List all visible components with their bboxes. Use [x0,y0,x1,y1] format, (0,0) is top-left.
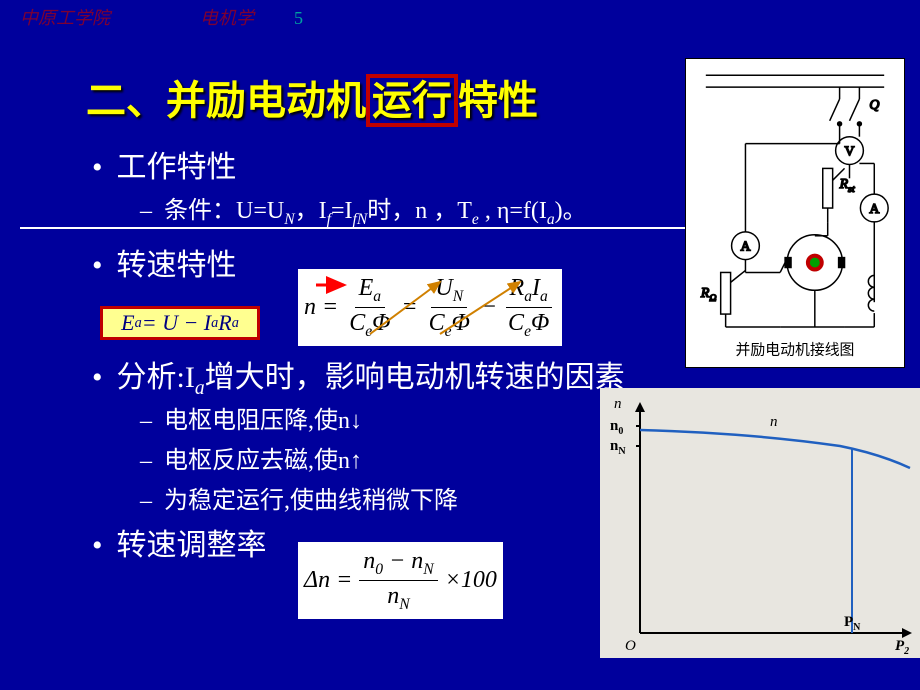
bullet-speed-reg-text: 转速调整率 [117,529,267,562]
bullet-speed-char: •转速特性 [92,240,237,284]
label-a2: A [741,240,751,255]
diagram-caption: 并励电动机接线图 [736,342,855,359]
svg-text:n: n [614,396,622,412]
formula-n: n = Ea CeΦ = UN CeΦ − RaIa CeΦ [298,269,562,346]
title-prefix: 二、并励电动机 [86,78,366,123]
bullet-speed-char-text: 转速特性 [117,249,237,282]
svg-text:PN: PN [844,614,861,633]
label-a1: A [869,202,879,217]
course-label: 电机学 [200,4,254,30]
page-number: 5 [294,8,303,29]
svg-text:n0: n0 [610,418,623,437]
bullet-analysis-sub2: –电枢反应去磁,使n↑ [140,440,362,475]
svg-text:P2: P2 [895,638,909,657]
bullet-analysis-sub1: –电枢电阻压降,使n↓ [140,400,362,435]
svg-text:Rst: Rst [839,177,855,195]
label-q: Q [869,98,879,113]
slide-title: 二、并励电动机运行特性 [86,68,538,126]
title-suffix: 特性 [458,78,538,123]
slide-header: 中原工学院 电机学 5 [0,4,920,30]
bullet-work-condition: –条件：U=UN，If=IfN时，n ，Te , η=f(Ia)。 [140,190,587,229]
institution-label: 中原工学院 [20,4,110,30]
svg-text:nN: nN [610,438,626,457]
bullet-analysis-sub3: –为稳定运行,使曲线稍微下降 [140,480,458,515]
svg-text:n: n [770,414,778,430]
formula-dn: Δn = n0 − nN nN ×100 [298,542,503,619]
bullet-work-char: •工作特性 [92,142,237,186]
bullet-analysis: •分析:Ia增大时，影响电动机转速的因素 [92,352,625,400]
circuit-diagram: Q V Rst A A RΩ [685,58,905,368]
title-highlight: 运行 [366,74,458,127]
speed-chart: n n0 nN n PN P2 O [600,388,920,658]
bullet-work-char-text: 工作特性 [117,151,237,184]
label-v: V [845,145,855,160]
formula-ea: Ea = U − IaRa [100,306,260,340]
bullet-speed-reg: •转速调整率 [92,520,267,564]
svg-text:O: O [625,638,636,654]
svg-text:RΩ: RΩ [700,286,717,304]
